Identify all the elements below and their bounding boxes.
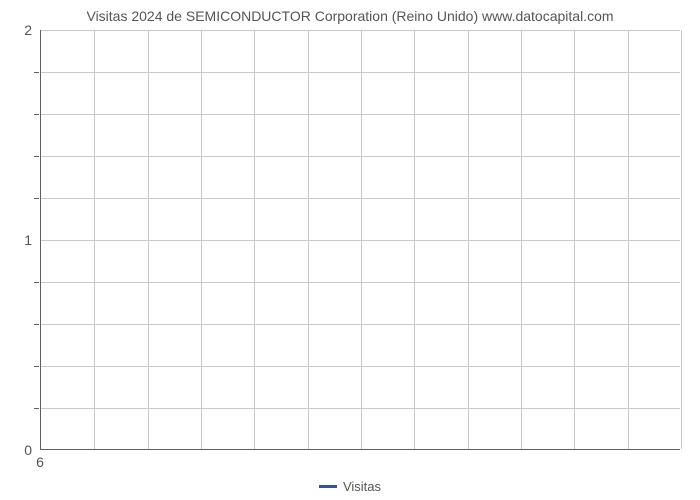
plot-area <box>40 30 680 450</box>
chart-title: Visitas 2024 de SEMICONDUCTOR Corporatio… <box>0 8 700 24</box>
gridline-horizontal <box>41 366 680 367</box>
gridline-vertical <box>681 30 682 449</box>
y-axis-minor-tick <box>34 198 39 199</box>
legend-label: Visitas <box>343 479 381 494</box>
y-axis-tick-label: 0 <box>0 442 32 458</box>
x-axis-tick-label: 6 <box>36 454 44 470</box>
gridline-horizontal <box>41 282 680 283</box>
gridline-horizontal <box>41 72 680 73</box>
y-axis-minor-tick <box>34 408 39 409</box>
legend-swatch <box>319 485 337 488</box>
y-axis-tick-label: 1 <box>0 232 32 248</box>
gridline-horizontal <box>41 30 680 31</box>
y-axis-minor-tick <box>34 114 39 115</box>
gridline-horizontal <box>41 114 680 115</box>
legend: Visitas <box>0 478 700 494</box>
gridline-horizontal <box>41 156 680 157</box>
gridline-horizontal <box>41 198 680 199</box>
y-axis-minor-tick <box>34 324 39 325</box>
y-axis-minor-tick <box>34 72 39 73</box>
gridline-horizontal <box>41 240 680 241</box>
gridline-horizontal <box>41 324 680 325</box>
y-axis-minor-tick <box>34 156 39 157</box>
y-axis-minor-tick <box>34 282 39 283</box>
y-axis-minor-tick <box>34 366 39 367</box>
gridline-horizontal <box>41 408 680 409</box>
y-axis-tick-label: 2 <box>0 22 32 38</box>
